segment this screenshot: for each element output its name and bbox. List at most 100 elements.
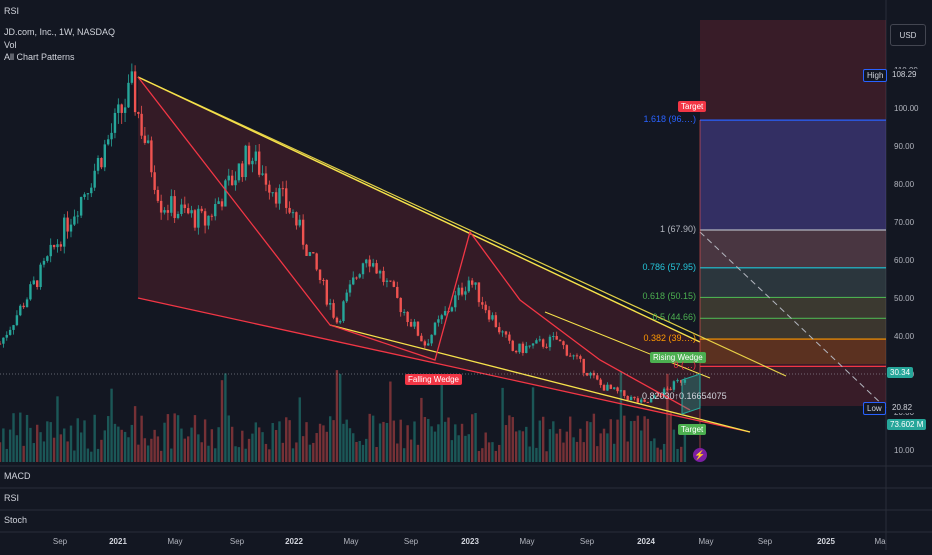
target-label-bottom[interactable]: Target — [678, 424, 707, 435]
candle-body — [474, 282, 477, 285]
wedge-lower-line[interactable] — [137, 297, 751, 433]
rising-wedge-line[interactable] — [544, 311, 711, 379]
candle-body — [555, 336, 558, 340]
volume-bar — [110, 388, 113, 462]
volume-bar — [117, 426, 120, 462]
volume-bar — [0, 442, 2, 462]
volume-bar — [531, 387, 535, 462]
candle-body — [371, 263, 375, 267]
volume-indicator-label[interactable]: Vol — [4, 40, 17, 50]
volume-bar — [585, 421, 589, 462]
volume-bar — [76, 418, 79, 462]
time-tick: Sep — [580, 537, 595, 546]
volume-bar — [207, 445, 210, 462]
volume-bar — [59, 434, 63, 462]
volume-bar — [579, 428, 582, 462]
time-tick: Sep — [53, 537, 68, 546]
candle-body — [247, 145, 251, 165]
candle-body — [251, 160, 254, 165]
candle-body — [274, 192, 278, 204]
candle-body — [288, 207, 291, 213]
volume-bar — [25, 414, 29, 462]
chart-title[interactable]: JD.com, Inc., 1W, NASDAQ — [4, 27, 116, 37]
stoch-pane-label[interactable]: Stoch — [4, 515, 28, 525]
fib-level-label: 1 (67.90) — [659, 223, 696, 234]
volume-bar — [535, 447, 538, 462]
time-tick: 2025 — [817, 537, 835, 546]
volume-bar — [217, 427, 220, 462]
volume-bar — [264, 443, 268, 462]
high-value: 108.29 — [889, 69, 920, 80]
volume-bar — [127, 437, 130, 462]
volume-bar — [295, 442, 298, 462]
target-zone — [700, 20, 886, 406]
wedge-upper-extension[interactable] — [137, 76, 787, 377]
candle-body — [93, 170, 96, 188]
volume-bar — [308, 444, 312, 462]
target-label-top[interactable]: Target — [678, 101, 707, 112]
volume-bar — [365, 438, 368, 462]
falling-wedge-label[interactable]: Falling Wedge — [405, 374, 462, 385]
candle-body — [291, 212, 295, 214]
candle-body — [5, 334, 8, 338]
volume-bar — [619, 371, 623, 462]
candle-body — [406, 311, 409, 323]
candle-body — [76, 215, 79, 217]
rising-wedge-label[interactable]: Rising Wedge — [650, 352, 706, 363]
volume-bar — [385, 422, 389, 462]
candle-body — [643, 399, 646, 402]
lightning-icon[interactable]: ⚡ — [693, 448, 707, 462]
volume-bar — [278, 421, 281, 462]
candle-body — [264, 173, 268, 185]
candle-body — [90, 187, 93, 194]
time-tick: May — [519, 537, 534, 546]
candle-body — [589, 372, 592, 376]
volume-bar — [666, 373, 669, 462]
volume-bar — [146, 445, 150, 462]
volume-bar — [203, 419, 207, 462]
rising-wedge-box — [681, 373, 701, 415]
candle-body — [467, 280, 470, 292]
volume-bar — [200, 442, 203, 462]
rsi-pane-label[interactable]: RSI — [4, 493, 20, 503]
wedge-upper-line[interactable] — [137, 76, 701, 343]
wedge-support-line[interactable] — [329, 324, 751, 433]
candle-body — [63, 217, 66, 247]
price-tick: 80.00 — [894, 180, 915, 189]
candle-body — [656, 395, 659, 397]
patterns-indicator-label[interactable]: All Chart Patterns — [4, 52, 75, 62]
volume-bar — [636, 415, 640, 462]
candle-body — [375, 263, 378, 274]
volume-bar — [166, 414, 170, 462]
currency-button[interactable]: USD — [890, 24, 926, 46]
volume-bar — [609, 419, 612, 462]
volume-bar — [508, 415, 511, 462]
candle-body — [629, 396, 633, 401]
candle-body — [110, 132, 113, 140]
candle-body — [531, 343, 535, 346]
candle-body — [545, 346, 548, 348]
volume-bar — [345, 419, 348, 462]
volume-bar — [602, 428, 606, 462]
candle-body — [106, 139, 110, 145]
time-tick: May — [343, 537, 358, 546]
fib-zone-618 — [700, 297, 886, 319]
macd-pane-label[interactable]: MACD — [4, 471, 31, 481]
volume-bar — [106, 416, 110, 462]
volume-bar — [123, 431, 127, 462]
volume-bar — [322, 425, 325, 462]
volume-bar — [257, 427, 261, 462]
candle-body — [514, 350, 518, 353]
candle-body — [498, 327, 501, 333]
candle-body — [392, 281, 396, 287]
candle-body — [662, 388, 666, 398]
volume-bar — [501, 387, 504, 462]
volume-bar — [234, 446, 237, 462]
volume-bar — [156, 436, 160, 462]
volume-badge: 73.602 M — [887, 419, 927, 430]
candle-body — [596, 375, 599, 380]
fib-zone-5 — [700, 319, 886, 339]
candle-body — [585, 372, 589, 376]
